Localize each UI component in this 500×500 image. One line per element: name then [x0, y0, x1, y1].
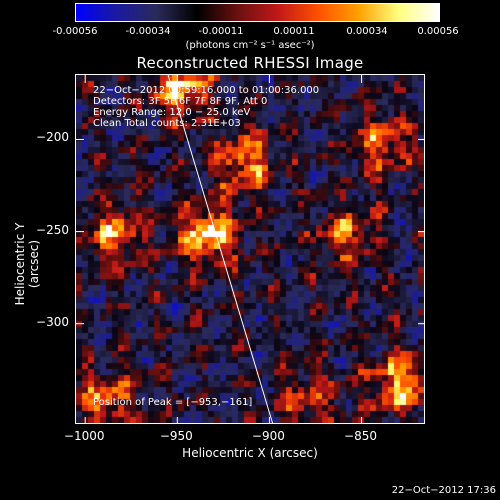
y-tick-label: −300 — [36, 314, 69, 329]
x-axis-title: Heliocentric X (arcsec) — [182, 446, 318, 460]
info-counts: Clean Total counts: 2.31E+03 — [93, 118, 241, 129]
peak-position-label: Position of Peak = [−953,−161] — [93, 397, 253, 408]
colorbar-tick: -0.00011 — [198, 26, 244, 37]
chart-title: Reconstructed RHESSI Image — [136, 54, 364, 72]
colorbar-tick: 0.00056 — [417, 26, 459, 37]
y-axis-title: Heliocentric Y (arcsec) — [13, 222, 41, 306]
heatmap-image — [76, 75, 424, 423]
plot-overlay — [76, 75, 424, 423]
x-tick-label: −850 — [344, 429, 377, 443]
solar-limb-line — [167, 75, 274, 423]
plot-area: 22−Oct−2012 00:59:16.000 to 01:00:36.000… — [75, 74, 425, 424]
x-tick-label: −950 — [159, 429, 193, 443]
colorbar-units: (photons cm⁻² s⁻¹ asec⁻²) — [185, 40, 315, 51]
colorbar — [75, 3, 440, 22]
y-tick-label: −250 — [36, 222, 69, 237]
info-energy-range: Energy Range: 12.0 − 25.0 keV — [93, 107, 251, 118]
x-tick-label: −1000 — [63, 429, 105, 443]
footer-timestamp: 22−Oct−2012 17:36 — [391, 485, 496, 496]
colorbar-tick: 0.00034 — [346, 26, 388, 37]
info-time-range: 22−Oct−2012 00:59:16.000 to 01:00:36.000 — [93, 85, 320, 96]
colorbar-tick: 0.00011 — [273, 26, 315, 37]
colorbar-tick: -0.00056 — [52, 26, 98, 37]
y-tick-label: −200 — [36, 130, 69, 145]
info-detectors: Detectors: 3F 5F 6F 7F 8F 9F, Att 0 — [93, 96, 268, 107]
colorbar-tick: -0.00034 — [125, 26, 171, 37]
x-tick-label: −900 — [251, 429, 285, 443]
